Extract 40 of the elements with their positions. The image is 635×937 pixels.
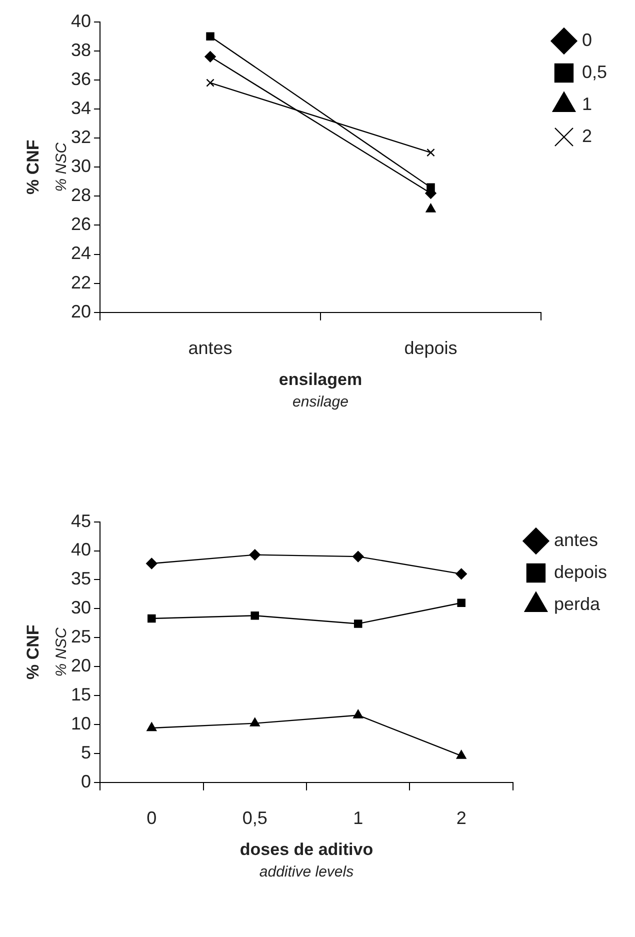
legend-label: 1 xyxy=(582,94,592,114)
text: additive levels xyxy=(259,864,354,881)
y-tick-label: 0 xyxy=(81,771,92,792)
y-tick-label: 5 xyxy=(81,742,92,762)
text: ensilagem xyxy=(278,370,362,390)
y-tick-label: 40 xyxy=(70,540,92,560)
x-tick-label: 1 xyxy=(353,808,364,828)
y-tick-label: 35 xyxy=(70,568,92,589)
y-tick-label: 20 xyxy=(70,656,92,676)
y-tick-label: 38 xyxy=(70,40,92,60)
y-tick-label: 36 xyxy=(70,68,92,89)
y-tick-label: 25 xyxy=(70,626,92,647)
text: % NSC xyxy=(53,628,70,677)
legend-label: 2 xyxy=(582,126,592,146)
y-tick-label: 24 xyxy=(70,243,92,264)
text: ensilage xyxy=(292,394,348,411)
y-tick-label: 45 xyxy=(70,510,92,531)
legend-label: antes xyxy=(554,530,598,550)
y-tick-label: 10 xyxy=(70,713,92,734)
text: % CNF xyxy=(24,624,43,680)
text: % NSC xyxy=(53,142,70,192)
x-tick-label: 0 xyxy=(146,808,157,828)
y-tick-label: 34 xyxy=(70,98,92,118)
y-tick-label: 32 xyxy=(70,127,92,148)
text: doses de aditivo xyxy=(240,840,374,860)
y-tick-label: 20 xyxy=(70,301,92,322)
y-tick-label: 40 xyxy=(70,10,92,31)
y-tick-label: 26 xyxy=(70,214,92,234)
y-tick-label: 28 xyxy=(70,185,92,206)
legend-label: 0 xyxy=(582,30,592,50)
y-tick-label: 22 xyxy=(70,272,92,292)
y-tick-label: 15 xyxy=(70,684,92,704)
x-tick-label: 2 xyxy=(456,808,466,828)
legend-label: perda xyxy=(554,594,601,614)
y-tick-label: 30 xyxy=(70,598,92,618)
legend-label: depois xyxy=(554,562,608,582)
text: % CNF xyxy=(24,140,43,194)
y-tick-label: 30 xyxy=(70,156,92,176)
legend-label: 0,5 xyxy=(582,62,608,82)
x-tick-label: 0,5 xyxy=(242,808,268,828)
